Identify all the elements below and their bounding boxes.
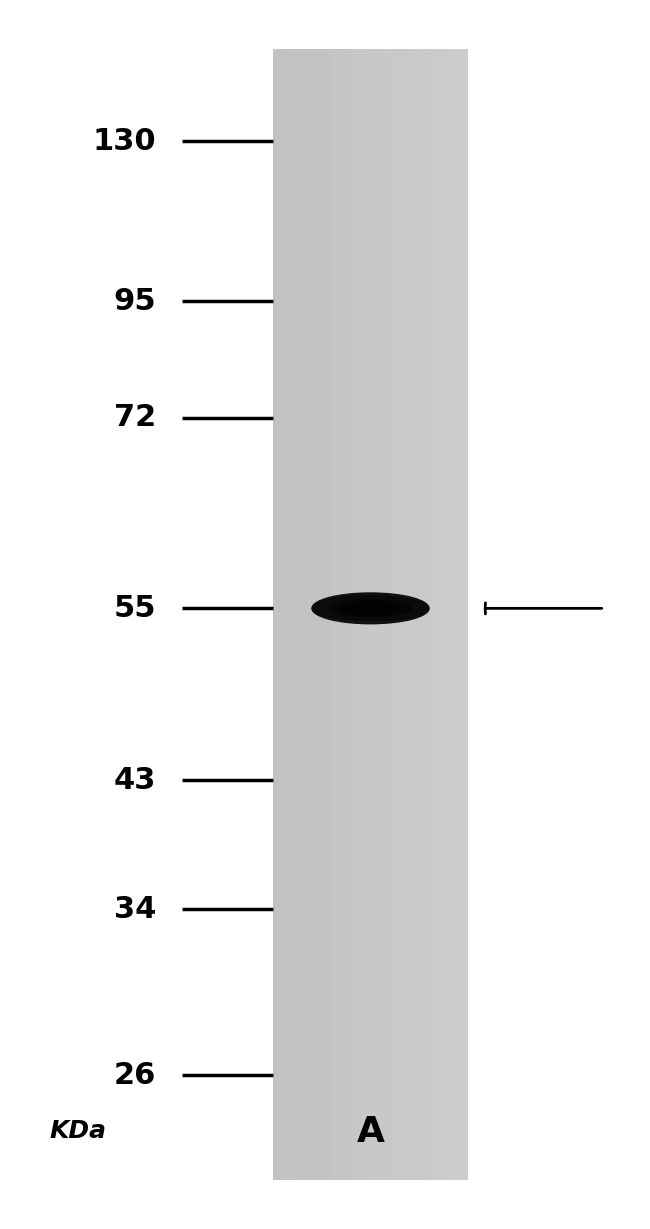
Ellipse shape xyxy=(312,594,429,624)
Ellipse shape xyxy=(312,596,429,621)
Text: 130: 130 xyxy=(92,127,156,156)
Text: 26: 26 xyxy=(114,1061,156,1090)
Bar xyxy=(273,49,468,1180)
Text: 72: 72 xyxy=(114,403,156,433)
Ellipse shape xyxy=(341,602,400,614)
Text: A: A xyxy=(356,1115,385,1149)
Text: 55: 55 xyxy=(114,594,156,623)
Text: 95: 95 xyxy=(113,286,156,316)
Text: KDa: KDa xyxy=(49,1118,107,1143)
Text: 34: 34 xyxy=(114,895,156,924)
Ellipse shape xyxy=(330,600,411,617)
Text: 43: 43 xyxy=(114,766,156,795)
